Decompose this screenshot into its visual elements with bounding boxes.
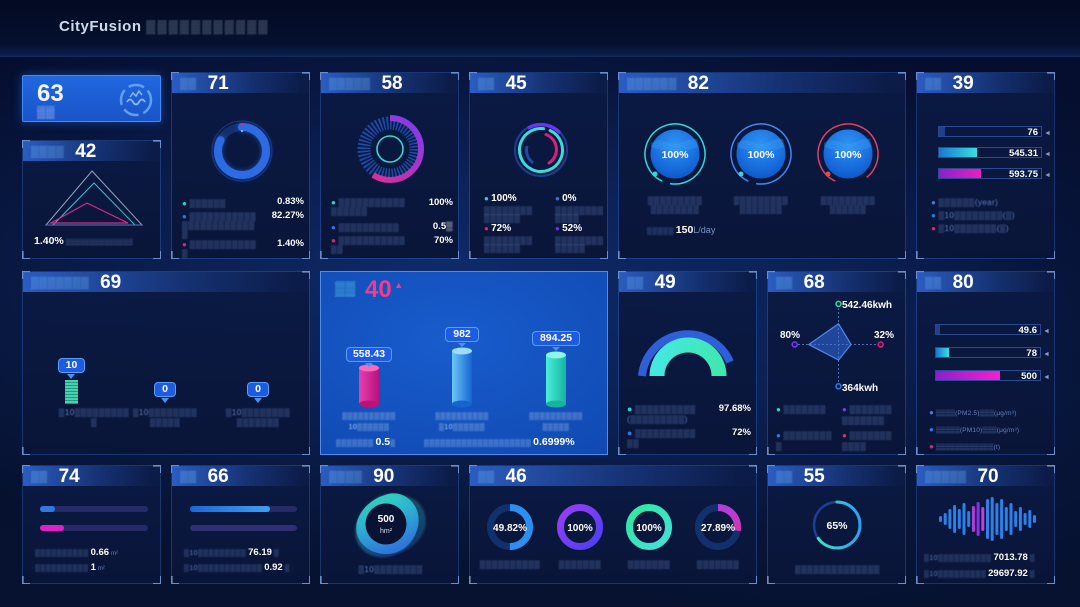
svg-text:49.82%: 49.82% — [493, 523, 527, 534]
svg-text:500: 500 — [378, 514, 395, 525]
svg-text:100%: 100% — [567, 523, 593, 534]
svg-text:32%: 32% — [874, 330, 894, 341]
svg-text:hm²: hm² — [380, 528, 393, 535]
svg-text:65%: 65% — [826, 520, 848, 532]
svg-text:364kwh: 364kwh — [842, 383, 878, 394]
svg-text:80%: 80% — [780, 330, 800, 341]
svg-text:100%: 100% — [835, 149, 863, 161]
svg-text:100%: 100% — [748, 149, 776, 161]
svg-text:542.46kwh: 542.46kwh — [842, 300, 892, 311]
svg-text:100%: 100% — [662, 149, 690, 161]
svg-text:100%: 100% — [636, 523, 662, 534]
svg-text:27.89%: 27.89% — [701, 523, 735, 534]
